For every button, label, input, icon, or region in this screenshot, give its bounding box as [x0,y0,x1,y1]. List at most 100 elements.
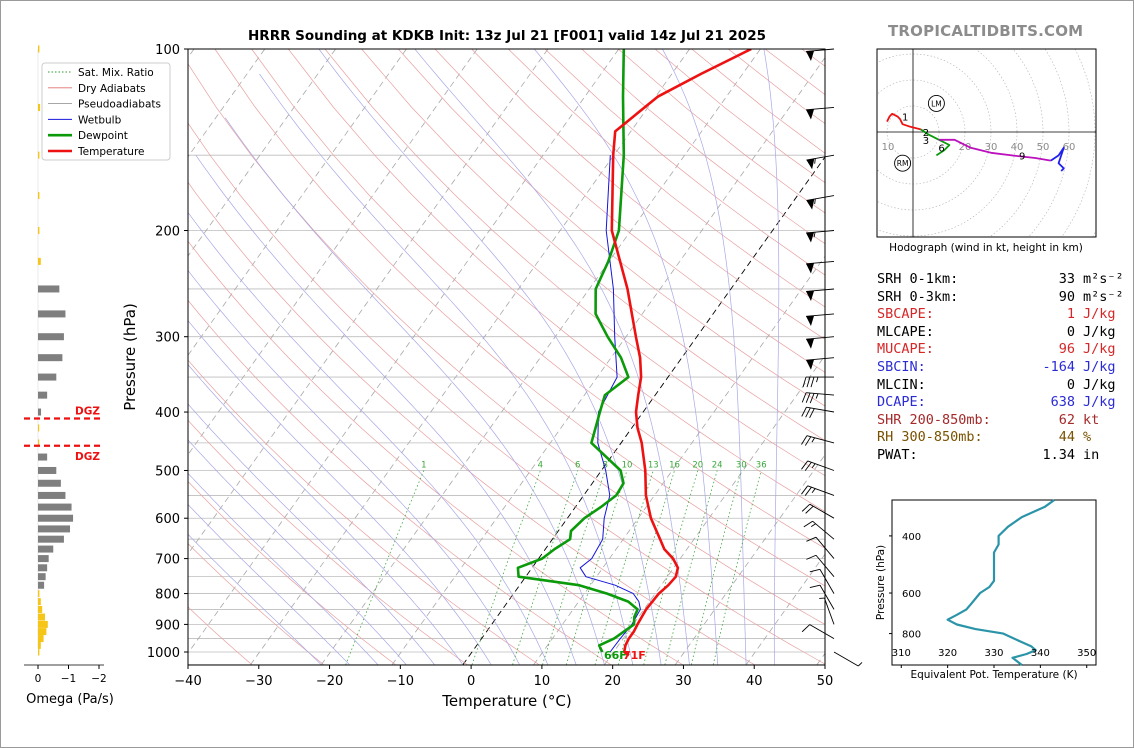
wind-barb [806,288,835,302]
dry-adiabat [188,359,540,665]
barb-full [809,393,815,404]
omega-bar [38,635,44,643]
pseudoadiabat [188,472,379,665]
isotherm-line [250,49,690,665]
index-unit: % [1083,429,1092,446]
wind-barb [806,554,835,577]
barb-full [803,520,813,528]
dry-adiabat [188,299,612,665]
mixing-ratio-label: 13 [648,460,659,470]
wind-barb [801,503,835,519]
wind-barb [806,313,835,326]
wind-barb [801,406,835,419]
index-value: 33 [1058,271,1075,287]
pseudoadiabat [534,49,719,665]
omega-bar [38,613,45,621]
barb-full [801,460,809,470]
y-tick-label: 100 [155,43,180,58]
dry-adiabat [188,419,468,665]
omega-bar [38,257,41,265]
index-unit: kt [1083,411,1100,428]
omega-bar [38,628,47,636]
pseudoadiabat [188,364,464,665]
barb-full [804,486,812,496]
mixing-ratio-label: 24 [712,460,723,470]
dry-adiabat [188,122,825,665]
barb-staff [806,336,835,340]
wind-barb [806,195,835,210]
barb-full [806,376,811,388]
chart-title: HRRR Sounding at KDKB Init: 13z Jul 21 [… [248,28,766,44]
x-tick-label: 10 [534,674,551,689]
index-value: 1.34 [1042,447,1075,463]
omega-bar [38,641,41,649]
x-tick-label: 40 [746,674,763,689]
omega-x-label: Omega (Pa/s) [26,692,114,707]
omega-bar [38,408,42,416]
pseudoadiabat [318,49,662,665]
theta-e-x-tick-label: 340 [1031,648,1050,659]
y-tick-label: 600 [155,512,180,527]
skewt-x-label: Temperature (°C) [441,692,571,710]
barb-staff [806,357,835,361]
index-name: DCAPE: [877,394,926,411]
theta-e-panel: 310 320 330 340 350 400 600 800 Equivalent Pot. … [875,499,1097,681]
index-unit: J/kg [1083,359,1116,375]
freezing-isotherm [462,156,825,665]
hodograph-frame [876,48,1097,238]
barb-full [804,436,812,446]
hodograph-trace [886,112,922,131]
index-name: SBCAPE: [877,306,934,323]
temperature-profile [610,49,752,657]
index-value: 62 [1058,411,1075,428]
omega-bar [38,555,49,563]
omega-tick-label: −1 [61,673,76,685]
dgz-label: DGZ [75,451,100,463]
barb-full [810,376,815,388]
barb-half [816,376,819,383]
barb-half [811,463,816,469]
skewt-y-label: Pressure (hPa) [121,303,139,411]
barb-half [814,198,816,205]
dry-adiabat [288,49,825,512]
barb-staff [806,195,835,201]
barb-staff [806,435,835,444]
index-name: SRH 0-3km: [877,288,959,305]
pseudoadiabat [414,49,690,665]
hodograph-ring-label: 20 [959,142,972,153]
hodograph-ring-label: 10 [882,142,895,153]
theta-e-x-tick-label: 350 [1077,648,1096,659]
omega-bar [38,503,72,511]
legend-label: Sat. Mix. Ratio [78,67,154,79]
omega-bar [38,545,54,553]
isotherm-line [188,49,336,257]
barb-full [801,503,811,512]
omega-bar [38,479,61,487]
index-unit: m²s⁻² [1083,271,1124,287]
barb-full [809,408,815,419]
omega-bar [38,391,48,399]
barb-staff [806,48,835,52]
barb-half [814,158,816,164]
index-unit: J/kg [1083,341,1116,358]
barb-full [801,435,808,445]
omega-bar [38,373,57,381]
barb-half [819,597,825,599]
mixing-ratio-line [690,470,742,665]
dry-adiabat [188,606,253,665]
wind-barb [806,357,835,370]
omega-bar [38,151,40,159]
barb-half [815,393,819,399]
x-tick-label: 0 [467,674,475,689]
pseudoadiabat [763,49,780,665]
index-name: RH 300-850mb: [877,429,983,446]
x-tick-label: 20 [604,674,621,689]
omega-panel: DGZ DGZ 0 −1 −2 Omega (Pa/s) [24,45,114,707]
barb-full [804,462,812,471]
hodograph-ring-label: 40 [1011,142,1024,153]
index-name: MUCAPE: [877,341,934,358]
skewt-axes-frame [187,48,826,666]
index-unit: J/kg [1083,376,1116,393]
dry-adiabat [188,181,755,665]
